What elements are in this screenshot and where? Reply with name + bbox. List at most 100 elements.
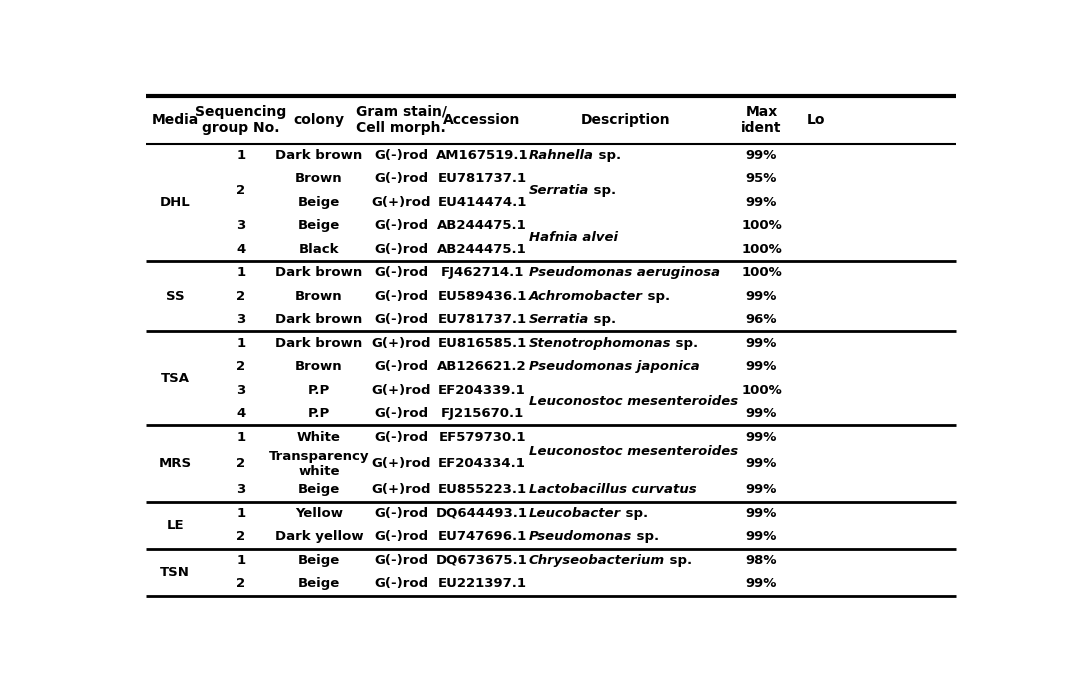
Text: 96%: 96%: [746, 313, 777, 326]
Text: EU221397.1: EU221397.1: [438, 577, 527, 590]
Text: Description: Description: [582, 113, 671, 127]
Text: Dark brown: Dark brown: [275, 337, 362, 349]
Text: 3: 3: [236, 383, 245, 397]
Text: G(-)rod: G(-)rod: [374, 361, 428, 373]
Text: P.P: P.P: [307, 407, 330, 420]
Text: Stenotrophomonas: Stenotrophomonas: [529, 337, 671, 349]
Text: sp.: sp.: [643, 290, 670, 303]
Text: 99%: 99%: [746, 577, 777, 590]
Text: Yellow: Yellow: [295, 507, 343, 520]
Text: TSN: TSN: [160, 566, 190, 578]
Text: EF204334.1: EF204334.1: [439, 457, 526, 470]
Text: Brown: Brown: [296, 290, 343, 303]
Text: G(-)rod: G(-)rod: [374, 530, 428, 544]
Text: 4: 4: [236, 407, 245, 420]
Text: 3: 3: [236, 313, 245, 326]
Text: TSA: TSA: [160, 372, 189, 385]
Text: G(+)rod: G(+)rod: [371, 337, 431, 349]
Text: 100%: 100%: [741, 243, 782, 255]
Text: colony: colony: [293, 113, 344, 127]
Text: sp.: sp.: [621, 507, 648, 520]
Text: Beige: Beige: [298, 484, 340, 496]
Text: Chryseobacterium: Chryseobacterium: [529, 554, 665, 567]
Text: G(+)rod: G(+)rod: [371, 484, 431, 496]
Text: Achromobacter: Achromobacter: [529, 290, 643, 303]
Text: Hafnia alvei: Hafnia alvei: [529, 231, 618, 244]
Text: SS: SS: [166, 290, 185, 303]
Text: EU781737.1: EU781737.1: [438, 173, 527, 185]
Text: 99%: 99%: [746, 361, 777, 373]
Text: sp.: sp.: [665, 554, 692, 567]
Text: 99%: 99%: [746, 484, 777, 496]
Text: 99%: 99%: [746, 431, 777, 443]
Text: 99%: 99%: [746, 290, 777, 303]
Text: AB126621.2: AB126621.2: [438, 361, 527, 373]
Text: Brown: Brown: [296, 173, 343, 185]
Text: 3: 3: [236, 219, 245, 232]
Text: Pseudomonas: Pseudomonas: [529, 530, 632, 544]
Text: 99%: 99%: [746, 337, 777, 349]
Text: G(-)rod: G(-)rod: [374, 243, 428, 255]
Text: G(-)rod: G(-)rod: [374, 554, 428, 567]
Text: Dark brown: Dark brown: [275, 149, 362, 162]
Text: FJ462714.1: FJ462714.1: [441, 267, 524, 279]
Text: sp.: sp.: [589, 313, 616, 326]
Text: Gram stain/
Cell morph.: Gram stain/ Cell morph.: [356, 104, 446, 135]
Text: G(+)rod: G(+)rod: [371, 383, 431, 397]
Text: G(-)rod: G(-)rod: [374, 431, 428, 443]
Text: 2: 2: [236, 457, 245, 470]
Text: AB244475.1: AB244475.1: [438, 219, 527, 232]
Text: LE: LE: [167, 519, 184, 532]
Text: 100%: 100%: [741, 219, 782, 232]
Text: sp.: sp.: [671, 337, 699, 349]
Text: G(-)rod: G(-)rod: [374, 507, 428, 520]
Text: 1: 1: [236, 337, 245, 349]
Text: Pseudomonas aeruginosa: Pseudomonas aeruginosa: [529, 267, 720, 279]
Text: G(-)rod: G(-)rod: [374, 149, 428, 162]
Text: G(+)rod: G(+)rod: [371, 196, 431, 209]
Text: 2: 2: [236, 290, 245, 303]
Text: AM167519.1: AM167519.1: [435, 149, 529, 162]
Text: 3: 3: [236, 484, 245, 496]
Text: 100%: 100%: [741, 383, 782, 397]
Text: G(-)rod: G(-)rod: [374, 219, 428, 232]
Text: Pseudomonas japonica: Pseudomonas japonica: [529, 361, 700, 373]
Text: G(+)rod: G(+)rod: [371, 457, 431, 470]
Text: Media: Media: [152, 113, 199, 127]
Text: EU855223.1: EU855223.1: [438, 484, 527, 496]
Text: Transparency
white: Transparency white: [269, 450, 369, 477]
Text: Beige: Beige: [298, 196, 340, 209]
Text: G(-)rod: G(-)rod: [374, 407, 428, 420]
Text: 2: 2: [236, 361, 245, 373]
Text: 1: 1: [236, 149, 245, 162]
Text: 1: 1: [236, 431, 245, 443]
Text: 95%: 95%: [746, 173, 777, 185]
Text: Dark brown: Dark brown: [275, 313, 362, 326]
Text: Beige: Beige: [298, 554, 340, 567]
Text: 99%: 99%: [746, 530, 777, 544]
Text: 99%: 99%: [746, 457, 777, 470]
Text: G(-)rod: G(-)rod: [374, 290, 428, 303]
Text: Serratia: Serratia: [529, 313, 589, 326]
Text: Black: Black: [299, 243, 339, 255]
Text: P.P: P.P: [307, 383, 330, 397]
Text: 1: 1: [236, 554, 245, 567]
Text: Sequencing
group No.: Sequencing group No.: [196, 104, 286, 135]
Text: Lactobacillus curvatus: Lactobacillus curvatus: [529, 484, 697, 496]
Text: G(-)rod: G(-)rod: [374, 577, 428, 590]
Text: 98%: 98%: [746, 554, 777, 567]
Text: 1: 1: [236, 507, 245, 520]
Text: G(-)rod: G(-)rod: [374, 173, 428, 185]
Text: EU816585.1: EU816585.1: [438, 337, 527, 349]
Text: Accession: Accession: [443, 113, 520, 127]
Text: Leuconostoc mesenteroides: Leuconostoc mesenteroides: [529, 395, 737, 409]
Text: Serratia: Serratia: [529, 184, 589, 197]
Text: DHL: DHL: [160, 196, 190, 209]
Text: EU414474.1: EU414474.1: [438, 196, 527, 209]
Text: Rahnella: Rahnella: [529, 149, 593, 162]
Text: DQ644493.1: DQ644493.1: [436, 507, 528, 520]
Text: EF204339.1: EF204339.1: [439, 383, 526, 397]
Text: sp.: sp.: [632, 530, 659, 544]
Text: EU589436.1: EU589436.1: [438, 290, 527, 303]
Text: White: White: [297, 431, 341, 443]
